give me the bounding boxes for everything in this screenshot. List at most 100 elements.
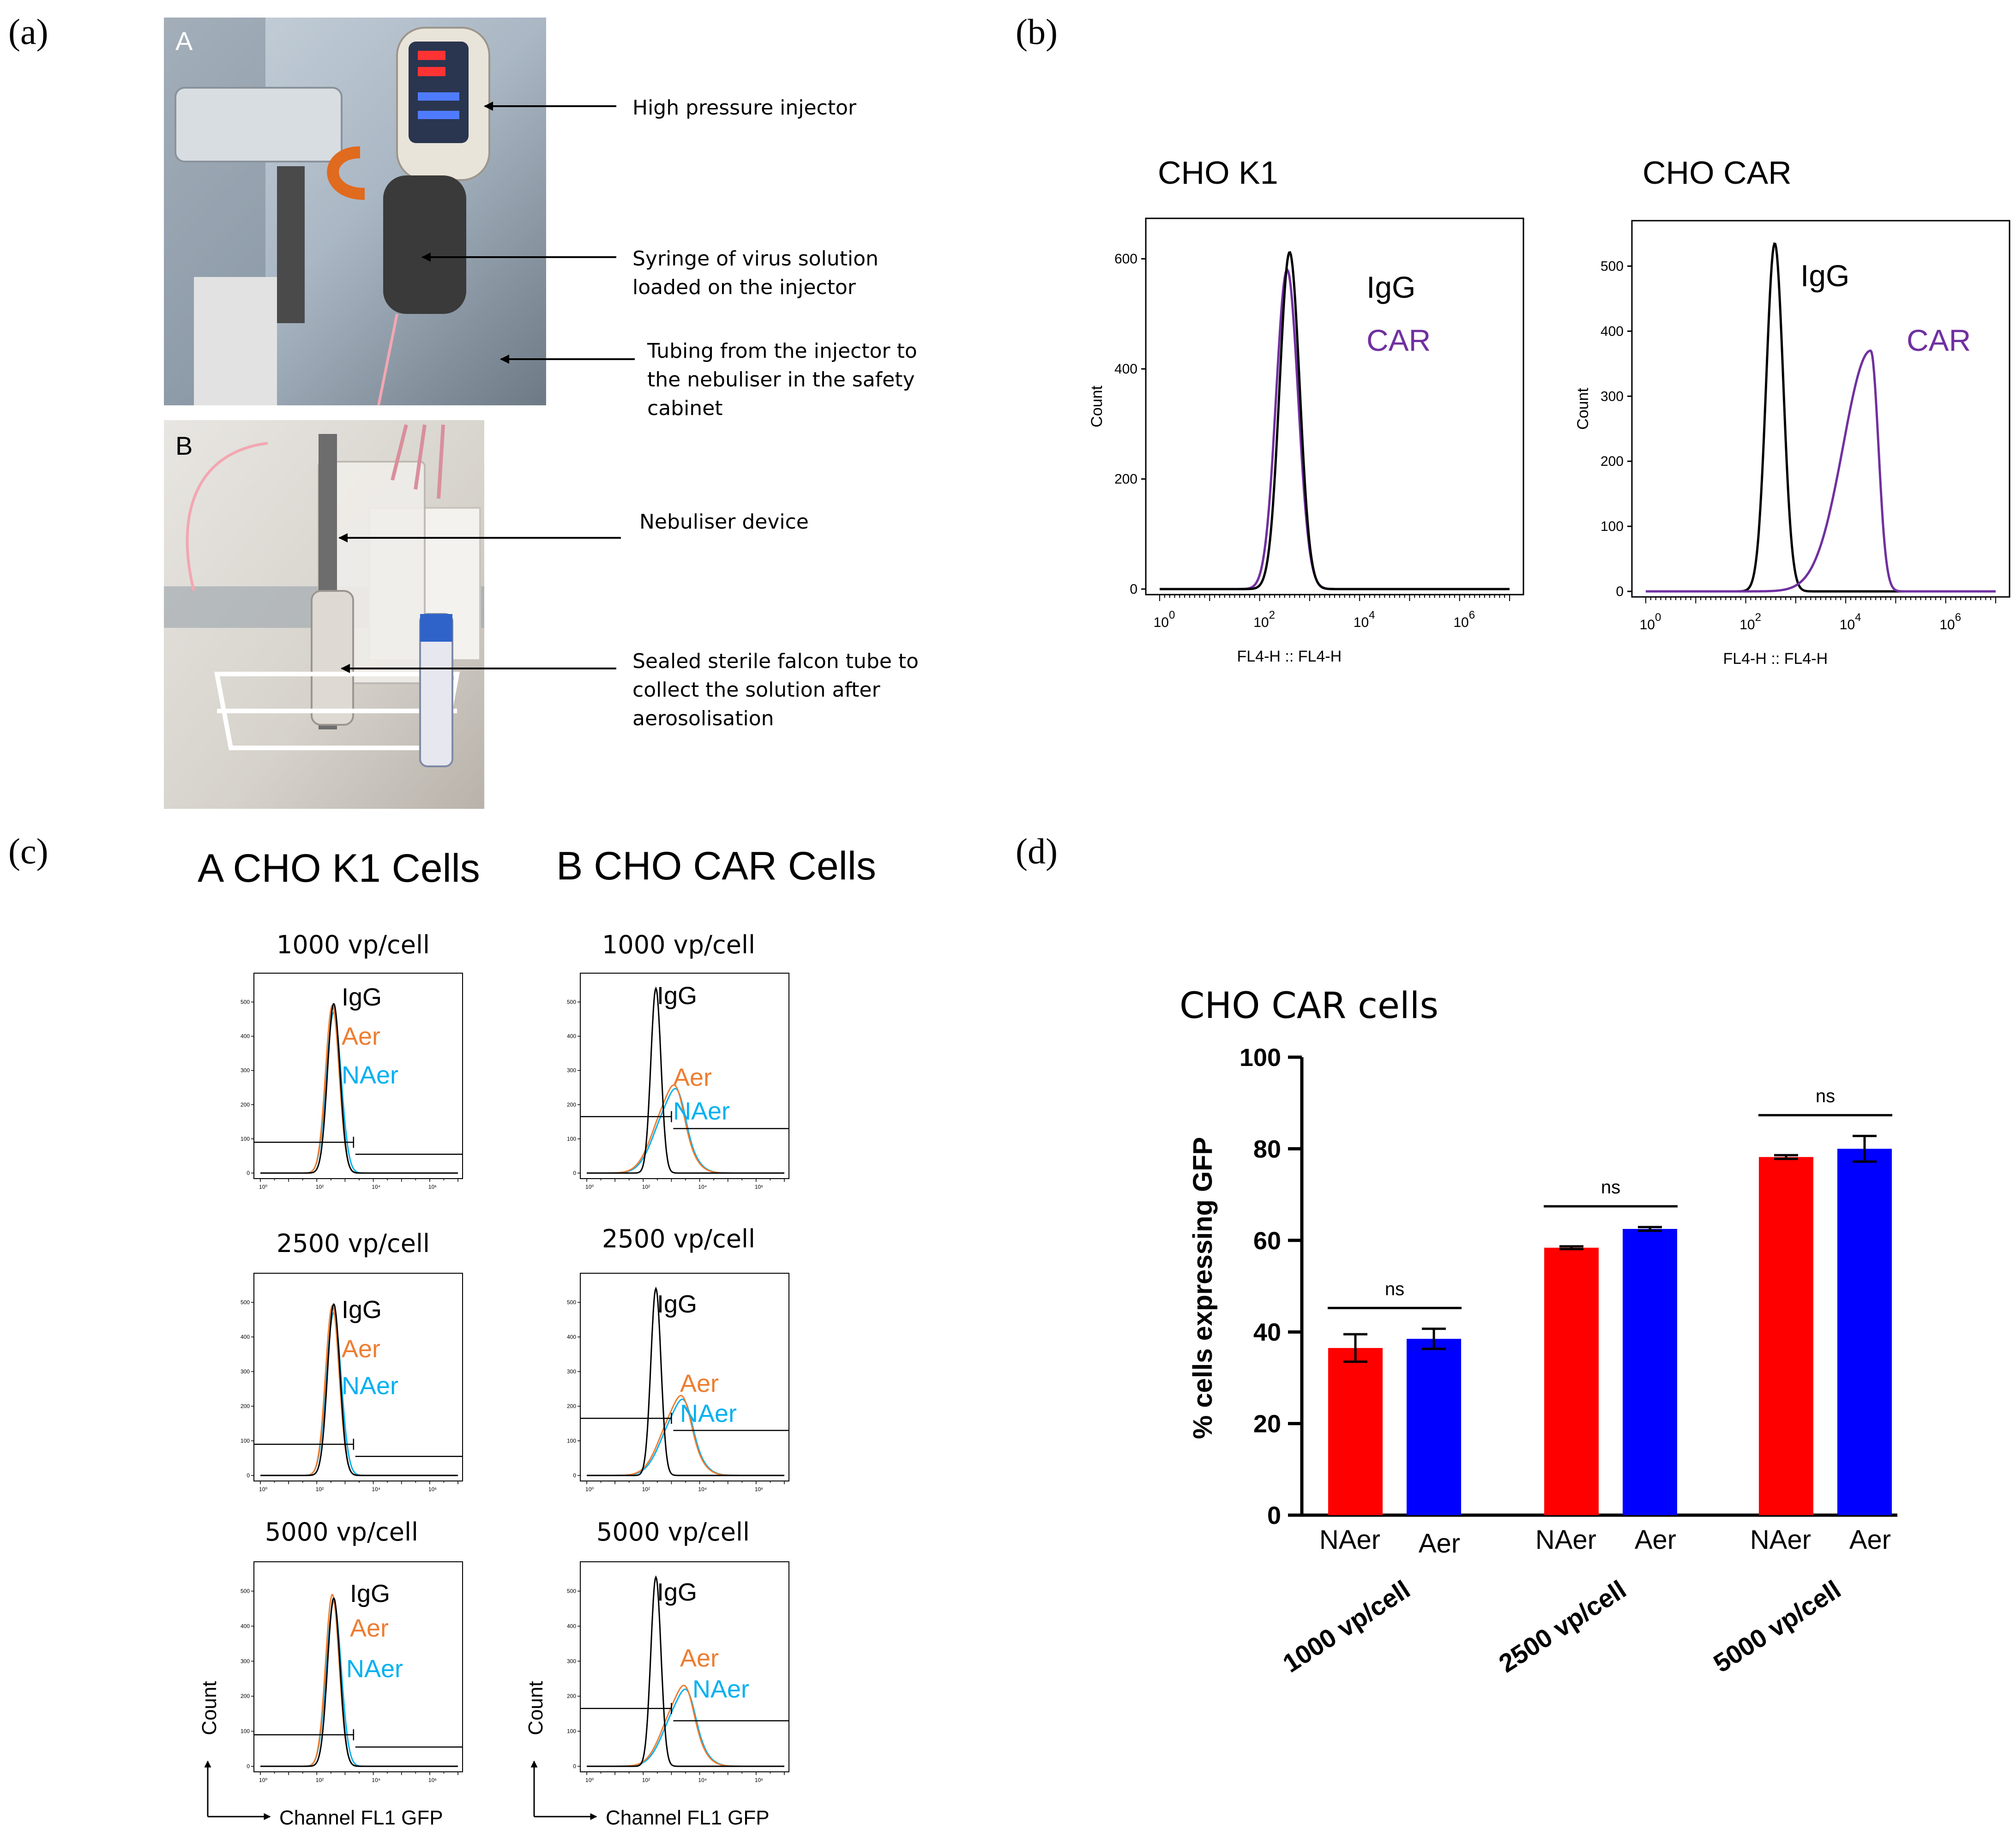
- annotation-texts: High pressure injector Syringe of virus …: [632, 96, 925, 730]
- c-ylabel: Count: [524, 1681, 547, 1735]
- c-xtick-label: 10⁴: [698, 1184, 707, 1190]
- anno-falcon-l3: aerosolisation: [632, 707, 774, 730]
- b-xtick-label: 102: [1253, 609, 1275, 630]
- d-ytick-label: 0: [1267, 1502, 1281, 1529]
- c-ytick-label: 100: [567, 1728, 576, 1734]
- b-chart-title: CHO CAR: [1643, 155, 1792, 191]
- b-ytick-label: 400: [1114, 361, 1137, 377]
- c-legend-igg: IgG: [350, 1580, 390, 1607]
- c-legend-aer: Aer: [350, 1614, 389, 1642]
- c-ytick-label: 300: [567, 1658, 576, 1664]
- anno-falcon-l2: collect the solution after: [632, 678, 880, 702]
- c-ytick-label: 0: [573, 1472, 576, 1479]
- c-ytick-label: 500: [241, 1588, 250, 1595]
- b-chart-title: CHO K1: [1158, 155, 1278, 191]
- c-ytick-label: 400: [241, 1623, 250, 1629]
- d-ytick-label: 100: [1240, 1044, 1281, 1072]
- c-dose-label: 1000 vp/cell: [602, 930, 755, 959]
- b-ytick-label: 100: [1601, 519, 1624, 534]
- c-header-k1: A CHO K1 Cells: [198, 846, 480, 891]
- b-xlabel: FL4-H :: FL4-H: [1237, 648, 1342, 665]
- b-ytick-label: 300: [1601, 389, 1624, 404]
- c-plot-k1-1: 2500 vp/cell 0 100 200 300 400 500 10⁰ 10² 10⁴ 10⁶…: [241, 1229, 463, 1493]
- c-xtick-label: 10⁶: [755, 1486, 763, 1493]
- c-plot-frame: [253, 1273, 463, 1481]
- photo-b-letter: B: [175, 431, 193, 460]
- b-ylabel: Count: [1574, 388, 1592, 430]
- c-xtick-label: 10⁰: [585, 1777, 594, 1783]
- c-legend-naer: NAer: [342, 1372, 398, 1400]
- anno-syringe-l1: Syringe of virus solution: [632, 247, 879, 271]
- c-xtick-label: 10⁴: [698, 1777, 707, 1783]
- panel-label-b: (b): [1016, 12, 1058, 52]
- c-ytick-label: 0: [247, 1170, 250, 1176]
- d-xsub-label: Aer: [1849, 1525, 1891, 1555]
- c-dose-label: 5000 vp/cell: [596, 1517, 750, 1547]
- c-legend-igg: IgG: [342, 983, 382, 1011]
- c-ytick-label: 300: [241, 1368, 250, 1375]
- b-xtick-label: 100: [1640, 611, 1661, 632]
- c-dose-label: 5000 vp/cell: [265, 1517, 418, 1547]
- b-xtick-exp: 2: [1755, 611, 1761, 624]
- c-ytick-label: 300: [567, 1067, 576, 1074]
- c-dose-label: 1000 vp/cell: [277, 930, 430, 959]
- d-sig-label: ns: [1385, 1279, 1404, 1299]
- b-xtick-label: 106: [1453, 609, 1475, 630]
- b-ytick-label: 500: [1601, 259, 1624, 274]
- c-curve-igg: [260, 1597, 458, 1767]
- c-ytick-label: 200: [241, 1403, 250, 1409]
- d-bar-naer: [1544, 1247, 1599, 1515]
- c-ytick-label: 100: [241, 1728, 250, 1734]
- d-bar-naer: [1759, 1157, 1813, 1515]
- b-ytick-label: 400: [1601, 324, 1624, 339]
- c-curve-igg: [587, 1575, 784, 1767]
- c-legend-naer: NAer: [692, 1675, 749, 1703]
- c-ytick-label: 200: [241, 1693, 250, 1699]
- c-axes-car: Count Channel FL1 GFP: [524, 1681, 770, 1829]
- c-legend-igg: IgG: [657, 982, 697, 1010]
- c-plot-car-2: 5000 vp/cell 0 100 200 300 400 500 10⁰ 10² 10⁴ 10⁶…: [567, 1517, 789, 1783]
- d-ytick-label: 20: [1253, 1410, 1281, 1438]
- b-xtick-exp: 0: [1169, 609, 1175, 621]
- d-category-label: 1000 vp/cell: [1277, 1575, 1415, 1678]
- d-sig-label: ns: [1816, 1086, 1835, 1107]
- c-ytick-label: 200: [567, 1693, 576, 1699]
- photo-a-letter: A: [175, 26, 193, 55]
- c-ytick-label: 100: [241, 1136, 250, 1142]
- c-xtick-label: 10⁶: [755, 1184, 763, 1190]
- anno-tubing: Tubing from the injector to the nebulise…: [647, 339, 924, 420]
- c-plot-car-1: 2500 vp/cell 0 100 200 300 400 500 10⁰ 10² 10⁴ 10⁶…: [567, 1224, 789, 1493]
- c-ytick-label: 0: [247, 1472, 250, 1479]
- b-legend-igg: IgG: [1366, 270, 1415, 304]
- c-xlabel: Channel FL1 GFP: [606, 1806, 770, 1829]
- photo-injector: A: [164, 18, 546, 406]
- c-ytick-label: 300: [241, 1658, 250, 1664]
- b-curve-car: [1160, 268, 1510, 590]
- b-ytick-label: 0: [1616, 584, 1624, 599]
- c-xtick-label: 10⁰: [259, 1486, 267, 1493]
- b-xtick-base: 10: [1354, 615, 1369, 630]
- c-legend-aer: Aer: [680, 1370, 719, 1397]
- c-legend-igg: IgG: [657, 1290, 697, 1318]
- anno-falcon: Sealed sterile falcon tube to collect th…: [632, 650, 925, 730]
- c-plot-frame: [580, 973, 789, 1179]
- anno-injector: High pressure injector: [632, 96, 857, 120]
- d-ytick-label: 80: [1253, 1135, 1281, 1163]
- d-bar-aer: [1623, 1229, 1677, 1515]
- b-curve-igg: [1646, 242, 1996, 593]
- b-xtick-label: 104: [1840, 611, 1861, 632]
- b-xtick-base: 10: [1840, 617, 1855, 632]
- b-ytick-label: 200: [1601, 454, 1624, 469]
- c-curve-naer: [587, 1688, 784, 1767]
- d-bar-naer: [1328, 1348, 1383, 1515]
- c-xtick-label: 10⁶: [428, 1777, 437, 1783]
- d-title: CHO CAR cells: [1180, 985, 1438, 1027]
- anno-syringe: Syringe of virus solution loaded on the …: [632, 247, 885, 299]
- c-ytick-label: 100: [241, 1438, 250, 1444]
- c-ytick-label: 100: [567, 1438, 576, 1444]
- c-xtick-label: 10²: [316, 1486, 324, 1493]
- b-curve-car: [1646, 349, 1996, 593]
- c-legend-naer: NAer: [673, 1097, 730, 1125]
- panel-label-c: (c): [8, 831, 48, 871]
- b-xtick-base: 10: [1154, 615, 1169, 630]
